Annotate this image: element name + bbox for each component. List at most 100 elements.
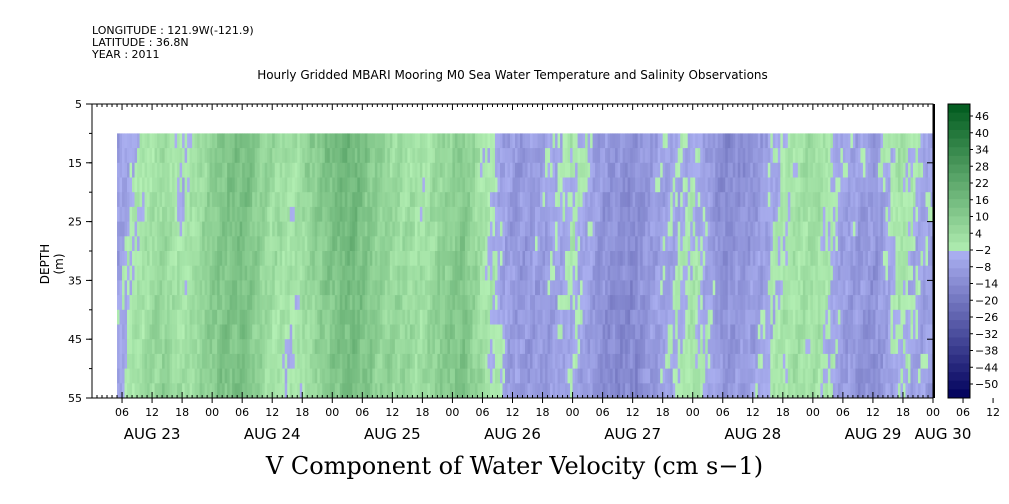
heatmap-cell <box>259 236 263 252</box>
heatmap-cell <box>637 309 641 325</box>
heatmap-cell <box>349 383 353 399</box>
heatmap-cell <box>557 309 561 325</box>
heatmap-cell <box>297 295 301 311</box>
heatmap-cell <box>219 324 223 340</box>
heatmap-cell <box>424 162 428 178</box>
heatmap-cell <box>439 368 443 384</box>
heatmap-cell <box>627 324 631 340</box>
heatmap-cell <box>647 309 651 325</box>
heatmap-cell <box>705 221 709 237</box>
heatmap-cell <box>625 162 629 178</box>
heatmap-cell <box>367 236 371 252</box>
heatmap-cell <box>189 353 193 369</box>
heatmap-cell <box>492 192 496 208</box>
heatmap-cell <box>482 353 486 369</box>
heatmap-cell <box>550 251 553 267</box>
heatmap-cell <box>695 206 699 222</box>
heatmap-cell <box>182 192 186 208</box>
heatmap-cell <box>467 368 471 384</box>
heatmap-cell <box>635 251 639 267</box>
heatmap-cell <box>117 295 120 311</box>
heatmap-cell <box>645 251 649 267</box>
heatmap-cell <box>372 309 376 325</box>
heatmap-cell <box>745 265 749 281</box>
heatmap-cell <box>710 133 714 149</box>
heatmap-cell <box>392 265 396 281</box>
heatmap-cell <box>650 192 654 208</box>
heatmap-cell <box>272 383 276 399</box>
heatmap-cell <box>630 251 634 267</box>
heatmap-cell <box>655 251 659 267</box>
heatmap-cell <box>347 339 351 355</box>
heatmap-cell <box>479 265 483 281</box>
heatmap-cell <box>750 251 754 267</box>
heatmap-cell <box>595 324 598 340</box>
heatmap-cell <box>427 162 431 178</box>
heatmap-cell <box>687 162 691 178</box>
heatmap-cell <box>317 265 321 281</box>
heatmap-cell <box>407 309 411 325</box>
heatmap-cell <box>149 251 153 267</box>
heatmap-cell <box>202 324 206 340</box>
heatmap-cell <box>637 133 641 149</box>
heatmap-cell <box>339 221 343 237</box>
heatmap-cell <box>642 177 646 193</box>
heatmap-cell <box>372 192 376 208</box>
heatmap-cell <box>229 206 233 222</box>
heatmap-cell <box>775 236 779 252</box>
heatmap-cell <box>647 265 651 281</box>
heatmap-cell <box>422 236 426 252</box>
heatmap-cell <box>572 192 576 208</box>
heatmap-cell <box>615 221 619 237</box>
heatmap-cell <box>595 251 598 267</box>
heatmap-cell <box>720 368 724 384</box>
heatmap-cell <box>527 339 531 355</box>
heatmap-cell <box>625 324 629 340</box>
heatmap-cell <box>532 265 536 281</box>
heatmap-cell <box>560 309 563 325</box>
heatmap-cell <box>379 148 383 164</box>
heatmap-cell <box>752 295 756 311</box>
heatmap-cell <box>447 192 451 208</box>
heatmap-cell <box>142 265 145 281</box>
heatmap-cell <box>234 280 238 296</box>
heatmap-cell <box>590 280 593 296</box>
heatmap-cell <box>254 221 258 237</box>
heatmap-cell <box>562 309 566 325</box>
heatmap-cell <box>592 206 596 222</box>
heatmap-cell <box>197 148 201 164</box>
heatmap-cell <box>434 309 438 325</box>
heatmap-cell <box>650 353 654 369</box>
heatmap-cell <box>264 221 268 237</box>
heatmap-cell <box>695 383 699 399</box>
heatmap-cell <box>379 295 383 311</box>
heatmap-cell <box>267 177 271 193</box>
heatmap-cell <box>254 236 258 252</box>
heatmap-cell <box>765 309 769 325</box>
heatmap-cell <box>377 148 381 164</box>
heatmap-cell <box>359 265 363 281</box>
heatmap-cell <box>442 324 446 340</box>
heatmap-cell <box>630 133 634 149</box>
heatmap-cell <box>192 324 196 340</box>
heatmap-cell <box>770 221 774 237</box>
heatmap-cell <box>142 177 145 193</box>
heatmap-cell <box>374 148 378 164</box>
heatmap-cell <box>617 192 621 208</box>
heatmap-cell <box>254 324 258 340</box>
heatmap-cell <box>677 368 681 384</box>
heatmap-cell <box>382 236 386 252</box>
heatmap-cell <box>702 177 706 193</box>
heatmap-cell <box>309 221 313 237</box>
heatmap-cell <box>787 295 791 311</box>
heatmap-cell <box>207 353 211 369</box>
heatmap-cell <box>134 324 138 340</box>
heatmap-cell <box>404 265 408 281</box>
heatmap-cell <box>772 177 776 193</box>
heatmap-cell <box>675 236 679 252</box>
heatmap-cell <box>525 162 528 178</box>
heatmap-cell <box>625 133 629 149</box>
heatmap-cell <box>454 177 458 193</box>
heatmap-cell <box>517 162 521 178</box>
heatmap-cell <box>805 324 809 340</box>
